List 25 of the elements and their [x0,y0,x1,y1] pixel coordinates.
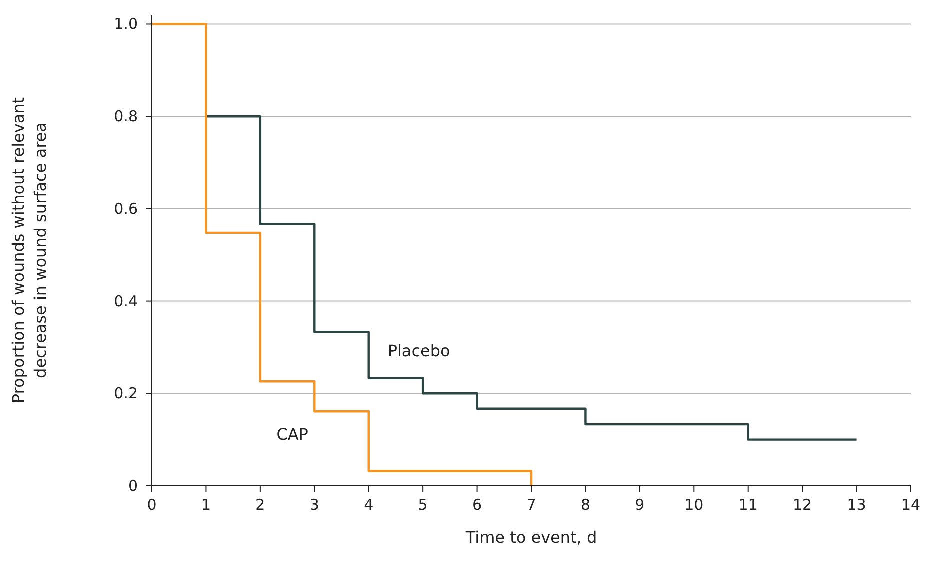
x-tick-label: 13 [847,496,866,514]
y-tick-label: 0.6 [114,200,138,218]
x-tick-label: 14 [901,496,921,514]
x-tick-label: 1 [201,496,211,514]
y-axis-title: Proportion of wounds without relevant decrease in wound surface area [9,97,50,404]
x-tick-label: 8 [580,496,590,514]
y-tick-label: 0.2 [114,384,138,403]
series-label: Placebo [388,342,450,361]
y-tick-label: 0.4 [114,292,138,310]
y-tick-label: 0.8 [114,108,138,126]
x-tick-label: 6 [472,496,482,514]
x-tick-label: 5 [418,496,428,514]
x-tick-label: 2 [256,496,266,514]
series-label: CAP [276,424,309,444]
x-tick-label: 12 [793,496,812,514]
x-tick-label: 11 [738,496,758,514]
x-tick-label: 9 [635,496,645,514]
x-tick-label: 3 [310,496,320,514]
x-tick-label: 7 [526,496,536,514]
y-tick-label: 0 [128,477,138,495]
x-tick-label: 10 [684,496,704,514]
x-tick-label: 4 [364,496,374,514]
x-tick-label: 0 [147,496,157,514]
y-tick-label: 1.0 [114,15,138,34]
x-axis-title: Time to event, d [464,528,598,547]
